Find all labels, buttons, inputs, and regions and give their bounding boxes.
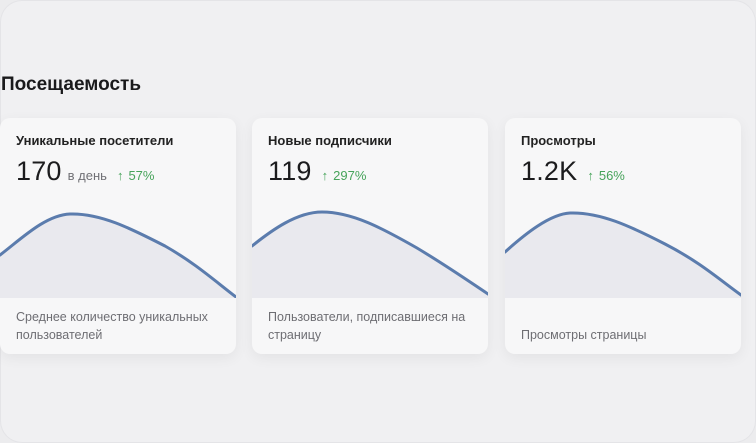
sparkline-area: [0, 213, 236, 298]
arrow-up-icon: ↑: [587, 168, 594, 183]
card-description: Пользователи, подписавшиеся на страницу: [268, 310, 466, 342]
section-title: Посещаемость: [1, 74, 142, 95]
metric-change-value: 56%: [598, 168, 625, 183]
sparkline-chart: [505, 211, 741, 298]
metric-change: ↑ 56%: [587, 168, 625, 183]
arrow-up-icon: ↑: [321, 168, 329, 183]
arrow-up-icon: ↑: [116, 168, 124, 183]
sparkline-area: [505, 212, 741, 298]
metric-value: 119: [268, 156, 312, 186]
sparkline-chart: [0, 212, 236, 298]
sparkline-line: [252, 210, 488, 296]
metric-row: 170 в день ↑ 57%: [16, 156, 154, 187]
sparkline-area: [252, 212, 488, 298]
card-page-views[interactable]: Просмотры 1.2K ↑ 56% Просмотры страницы: [505, 118, 741, 354]
metric-value: 170: [16, 156, 62, 186]
sparkline-line: [0, 212, 236, 298]
metric-change-value: 297%: [333, 168, 367, 183]
metric-change: ↑ 57%: [117, 168, 155, 183]
card-title: Новые подписчики: [268, 133, 392, 148]
sparkline-line: [505, 211, 741, 297]
card-new-subscribers[interactable]: Новые подписчики 119 ↑ 297% Пользователи…: [252, 118, 488, 354]
card-title: Уникальные посетители: [16, 133, 174, 148]
metric-row: 1.2K ↑ 56%: [521, 156, 625, 187]
metric-value: 1.2K: [521, 156, 578, 186]
sparkline-chart: [252, 210, 488, 298]
metric-change-value: 57%: [128, 168, 155, 183]
metric-unit: в день: [67, 168, 107, 183]
card-description: Просмотры страницы: [521, 328, 647, 342]
card-unique-visitors[interactable]: Уникальные посетители 170 в день ↑ 57% С…: [0, 118, 236, 354]
card-title: Просмотры: [521, 133, 596, 148]
metric-change: ↑ 297%: [322, 168, 367, 183]
metric-row: 119 ↑ 297%: [268, 156, 366, 187]
card-description: Среднее количество уникальных пользовате…: [16, 310, 208, 342]
